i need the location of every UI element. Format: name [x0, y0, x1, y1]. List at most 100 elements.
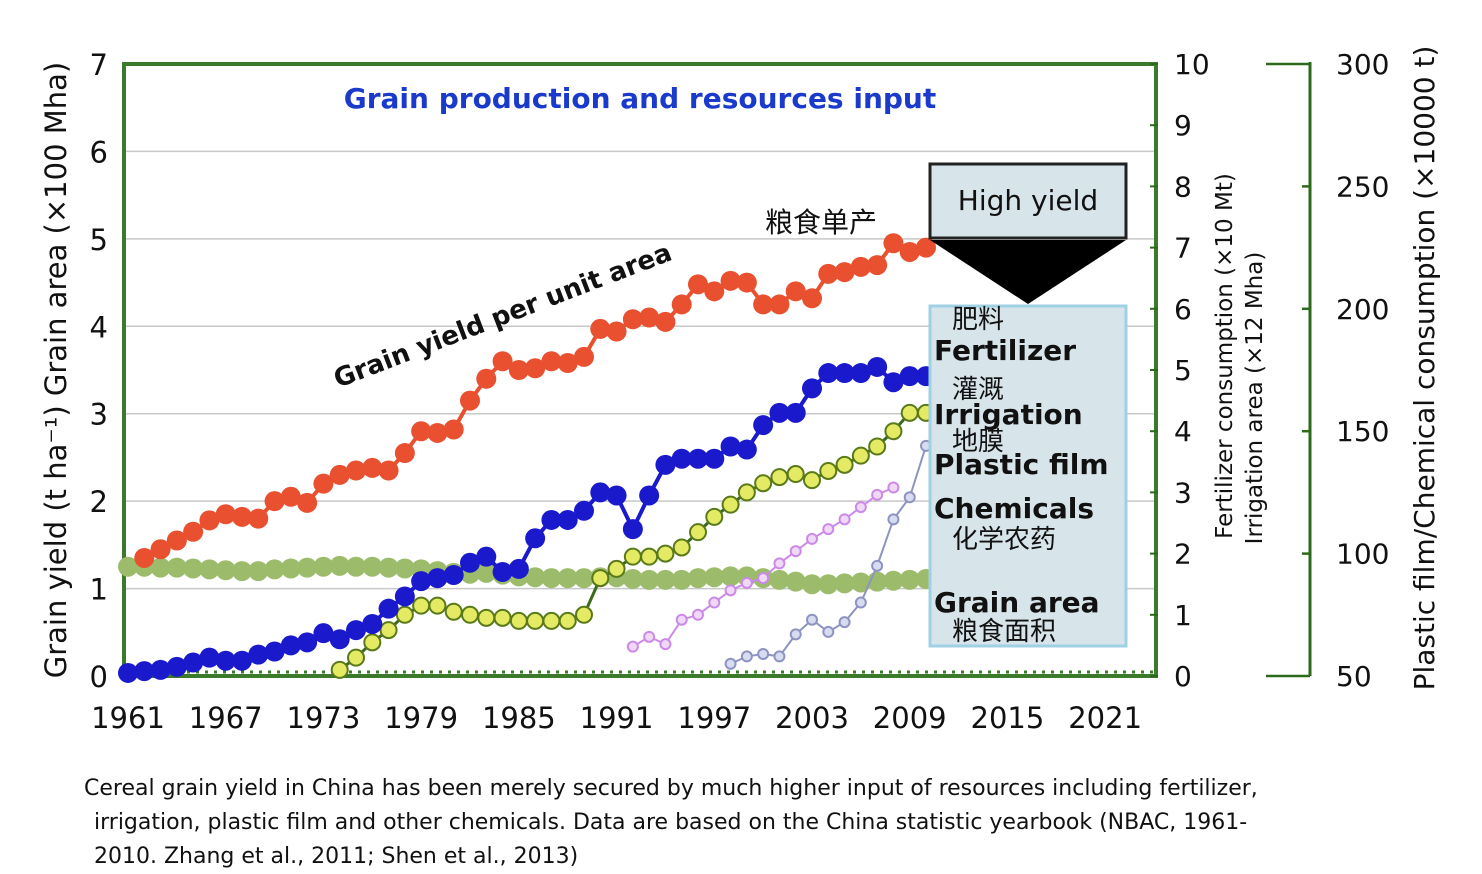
data-point — [822, 523, 835, 536]
data-point — [655, 569, 676, 590]
data-point — [688, 568, 708, 589]
data-point — [834, 262, 855, 283]
data-point — [508, 558, 529, 579]
data-point — [724, 657, 737, 670]
data-point — [394, 586, 415, 607]
data-point — [557, 509, 578, 530]
x-tick-label: 2003 — [775, 701, 849, 735]
data-point — [769, 402, 790, 423]
data-point — [704, 448, 725, 469]
data-point — [802, 288, 822, 309]
data-point — [785, 571, 806, 592]
data-point — [394, 443, 415, 464]
data-point — [134, 661, 155, 682]
data-point — [639, 569, 660, 590]
x-tick-label: 1985 — [482, 701, 556, 735]
data-point — [887, 513, 900, 526]
data-point — [754, 474, 773, 493]
x-tick-label: 2009 — [873, 701, 947, 735]
data-point — [378, 557, 399, 578]
data-point — [346, 460, 366, 481]
data-point — [851, 446, 870, 465]
annotation-yield-zh: 粮食单产 — [765, 206, 877, 239]
data-point — [819, 461, 838, 480]
data-point — [757, 647, 770, 660]
data-point — [623, 547, 642, 566]
data-point — [671, 569, 692, 590]
data-point — [215, 560, 236, 581]
data-point — [692, 608, 704, 621]
data-point — [492, 561, 513, 582]
right-1-tick-label: 9 — [1174, 109, 1192, 142]
data-point — [671, 294, 692, 315]
right-1-tick-label: 2 — [1174, 538, 1192, 571]
data-point — [461, 605, 479, 624]
series-irrigation — [330, 403, 935, 679]
caption-line-1: Cereal grain yield in China has been mer… — [84, 776, 1258, 801]
right-axis-2-ticks: 50 100 150 200 250 300 — [1266, 48, 1389, 693]
data-point — [134, 547, 155, 568]
left-axis-label: Grain yield (t ha⁻¹) Grain area (×100 Mh… — [39, 62, 73, 678]
data-point — [834, 363, 855, 384]
right-2-tick-label: 150 — [1336, 415, 1389, 448]
left-tick-label: 3 — [90, 398, 108, 432]
x-tick-label: 1979 — [384, 701, 458, 735]
data-point — [329, 464, 350, 485]
data-point — [640, 547, 659, 566]
data-point — [476, 562, 497, 583]
data-point — [574, 568, 594, 589]
data-point — [526, 611, 545, 630]
data-point — [903, 491, 916, 504]
data-point — [655, 454, 676, 475]
data-point — [606, 485, 627, 506]
legend-plastic-zh: 地膜 — [952, 427, 1004, 457]
data-point — [899, 241, 920, 262]
caption-line-3: 2010. Zhang et al., 2011; Shen et al., 2… — [94, 844, 579, 869]
high-yield-arrow — [930, 240, 1126, 304]
legend-fertilizer-zh: 肥料 — [952, 305, 1004, 335]
data-point — [525, 358, 546, 379]
data-point — [773, 557, 786, 570]
data-point — [428, 596, 447, 615]
data-point — [724, 584, 737, 597]
data-point — [740, 650, 753, 663]
data-point — [280, 635, 301, 656]
left-axis-ticks: 0 1 2 3 4 5 6 7 — [90, 48, 108, 694]
right-2-tick-label: 300 — [1336, 48, 1389, 81]
data-point — [705, 507, 724, 526]
data-point — [720, 270, 741, 291]
data-point — [280, 486, 301, 507]
data-point — [394, 558, 415, 579]
data-point — [639, 485, 660, 506]
data-point — [806, 613, 818, 626]
data-point — [444, 602, 463, 621]
data-point — [215, 650, 236, 671]
data-point — [557, 353, 578, 374]
data-point — [737, 483, 756, 502]
data-point — [753, 294, 774, 315]
legend-chemicals-zh: 化学农药 — [952, 525, 1056, 555]
data-point — [659, 638, 672, 651]
data-point — [736, 272, 757, 293]
data-point — [868, 437, 887, 456]
data-point — [574, 500, 594, 521]
data-point — [854, 596, 867, 609]
data-point — [802, 378, 822, 399]
data-point — [362, 457, 383, 478]
data-point — [166, 557, 187, 578]
data-point — [789, 545, 802, 558]
data-point — [871, 488, 884, 501]
left-tick-label: 4 — [90, 310, 108, 344]
x-tick-label: 1997 — [677, 701, 751, 735]
data-point — [427, 422, 448, 443]
data-point — [199, 559, 220, 580]
legend-irrigation-zh: 灌溉 — [952, 375, 1004, 405]
data-point — [622, 568, 643, 589]
right-2-tick-label: 100 — [1336, 538, 1389, 571]
right-1-tick-label: 7 — [1174, 232, 1192, 265]
data-point — [753, 415, 774, 436]
data-point — [785, 281, 806, 302]
data-point — [542, 611, 561, 630]
data-point — [362, 613, 383, 634]
data-point — [916, 237, 936, 258]
